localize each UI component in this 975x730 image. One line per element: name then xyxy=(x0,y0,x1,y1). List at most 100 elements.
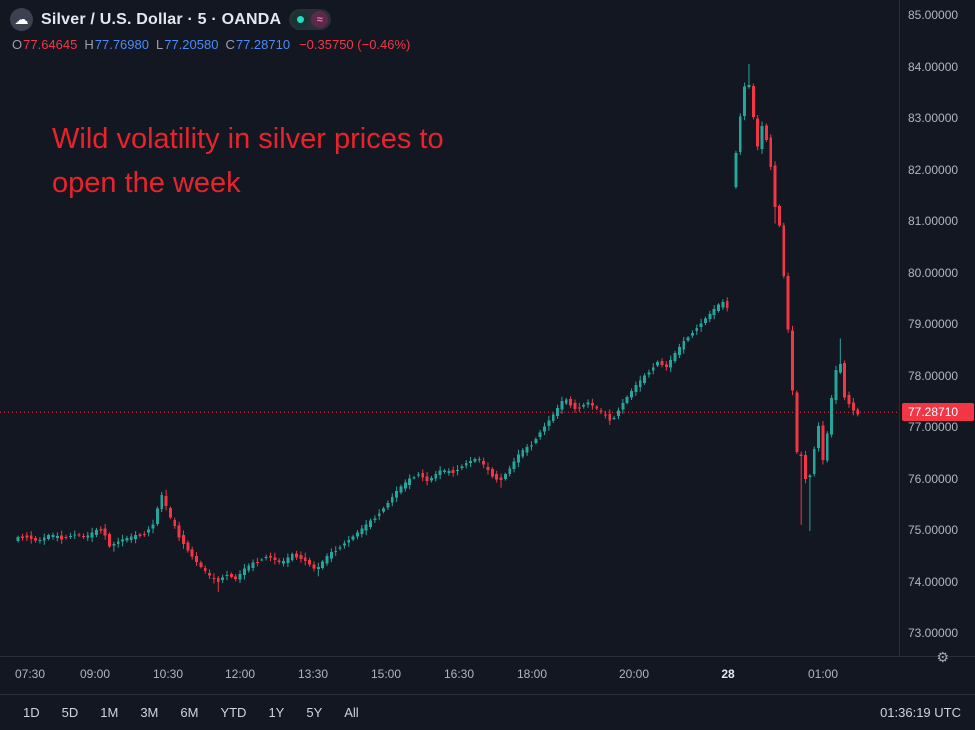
candle-body xyxy=(225,574,229,576)
time-axis-label: 01:00 xyxy=(807,667,839,681)
candle-body xyxy=(590,402,594,406)
time-axis-label: 28 xyxy=(721,667,735,681)
candle-body xyxy=(651,367,655,371)
candle-body xyxy=(273,557,277,560)
candle-body xyxy=(99,529,103,531)
range-button-1m[interactable]: 1M xyxy=(91,701,127,724)
candle-body xyxy=(260,559,264,561)
candle-body xyxy=(77,534,81,536)
candle-body xyxy=(408,478,412,486)
candle-body xyxy=(125,537,129,541)
range-button-6m[interactable]: 6M xyxy=(171,701,207,724)
candle-body xyxy=(95,529,98,536)
candle-body xyxy=(577,407,581,409)
candle-body xyxy=(647,372,651,375)
candle-body xyxy=(42,537,46,541)
delayed-data-icon[interactable]: ≈ xyxy=(311,11,329,28)
candle-body xyxy=(208,572,211,576)
low-label: L xyxy=(155,37,164,52)
candle-body xyxy=(443,470,446,473)
time-axis[interactable]: 07:30 09:00 10:30 12:00 13:30 15:00 16:30 18:00… xyxy=(0,656,975,694)
bottom-toolbar: 1D 5D 1M 3M 6M YTD 1Y 5Y All 01:36:19 UTC xyxy=(0,694,975,730)
candle-body xyxy=(791,330,794,391)
cloud-logo-icon[interactable]: ☁ xyxy=(10,8,33,31)
candle-body xyxy=(603,414,607,416)
range-button-3m[interactable]: 3M xyxy=(131,701,167,724)
candle-body xyxy=(847,395,851,405)
clock-display[interactable]: 01:36:19 UTC xyxy=(880,705,961,720)
candle-body xyxy=(55,535,59,538)
price-axis-label: 81.00000 xyxy=(908,214,959,228)
chart-annotation-text[interactable]: Wild volatility in silver prices to open… xyxy=(52,118,444,205)
candle-body xyxy=(486,467,490,470)
candle-body xyxy=(625,396,629,403)
candle-body xyxy=(429,477,433,481)
candle-body xyxy=(782,225,786,276)
candle-body xyxy=(851,402,855,411)
candle-body xyxy=(395,491,399,498)
candle-body xyxy=(216,578,220,583)
candle-body xyxy=(103,528,107,536)
candle-body xyxy=(612,417,616,419)
candle-body xyxy=(599,410,603,412)
candle-body xyxy=(582,404,586,407)
candle-body xyxy=(277,560,281,563)
candle-body xyxy=(456,469,459,471)
candle-body xyxy=(617,410,620,417)
candle-body xyxy=(403,482,407,489)
symbol-header: ☁ Silver / U.S. Dollar · 5 · OANDA ≈ xyxy=(10,8,332,31)
candle-body xyxy=(630,391,633,398)
candle-body xyxy=(586,402,590,405)
status-pills: ≈ xyxy=(289,9,332,30)
market-open-dot-icon xyxy=(297,16,305,23)
candle-body xyxy=(90,532,94,538)
candle-body xyxy=(551,414,555,421)
candle-body xyxy=(738,116,742,152)
candle-body xyxy=(316,566,320,569)
candle-body xyxy=(799,454,803,456)
candle-body xyxy=(673,353,677,362)
candle-body xyxy=(47,535,51,539)
settings-gear-icon[interactable]: ⚙ xyxy=(936,649,949,665)
candle-body xyxy=(282,560,285,564)
market-status-icon[interactable] xyxy=(292,11,310,28)
candle-body xyxy=(173,520,177,527)
range-button-1d[interactable]: 1D xyxy=(14,701,49,724)
price-axis-label: 84.00000 xyxy=(908,59,959,74)
candle-body xyxy=(464,463,468,466)
symbol-title[interactable]: Silver / U.S. Dollar · 5 · OANDA xyxy=(41,10,282,28)
range-button-ytd[interactable]: YTD xyxy=(211,701,255,724)
candle-body xyxy=(438,470,442,476)
candle-body xyxy=(447,470,451,474)
candle-body xyxy=(547,420,551,427)
range-button-5y[interactable]: 5Y xyxy=(297,701,331,724)
range-button-5d[interactable]: 5D xyxy=(53,701,88,724)
price-axis[interactable]: 77.28710 85.00000 84.00000 83.00000 82.0000… xyxy=(901,0,975,656)
candle-body xyxy=(38,540,42,542)
candle-body xyxy=(564,399,568,404)
range-button-1y[interactable]: 1Y xyxy=(259,701,293,724)
candle-body xyxy=(73,534,77,536)
candle-body xyxy=(699,323,703,328)
candle-body xyxy=(356,532,359,537)
candle-body xyxy=(708,313,712,320)
candle-body xyxy=(151,524,155,529)
candle-body xyxy=(321,561,325,569)
high-label: H xyxy=(84,37,94,52)
candle-body xyxy=(221,577,225,580)
candle-body xyxy=(634,385,638,393)
range-button-all[interactable]: All xyxy=(335,701,367,724)
candle-body xyxy=(338,547,342,549)
candlestick-chart[interactable] xyxy=(0,0,900,656)
price-axis-label: 78.00000 xyxy=(908,368,959,383)
candle-body xyxy=(538,432,542,438)
candle-body xyxy=(290,554,294,561)
candle-body xyxy=(843,363,847,398)
candle-body xyxy=(229,573,233,577)
range-buttons: 1D 5D 1M 3M 6M YTD 1Y 5Y All xyxy=(14,701,368,724)
candle-body xyxy=(86,535,90,538)
candle-body xyxy=(21,536,24,539)
candle-body xyxy=(386,502,390,508)
candle-body xyxy=(482,461,486,465)
